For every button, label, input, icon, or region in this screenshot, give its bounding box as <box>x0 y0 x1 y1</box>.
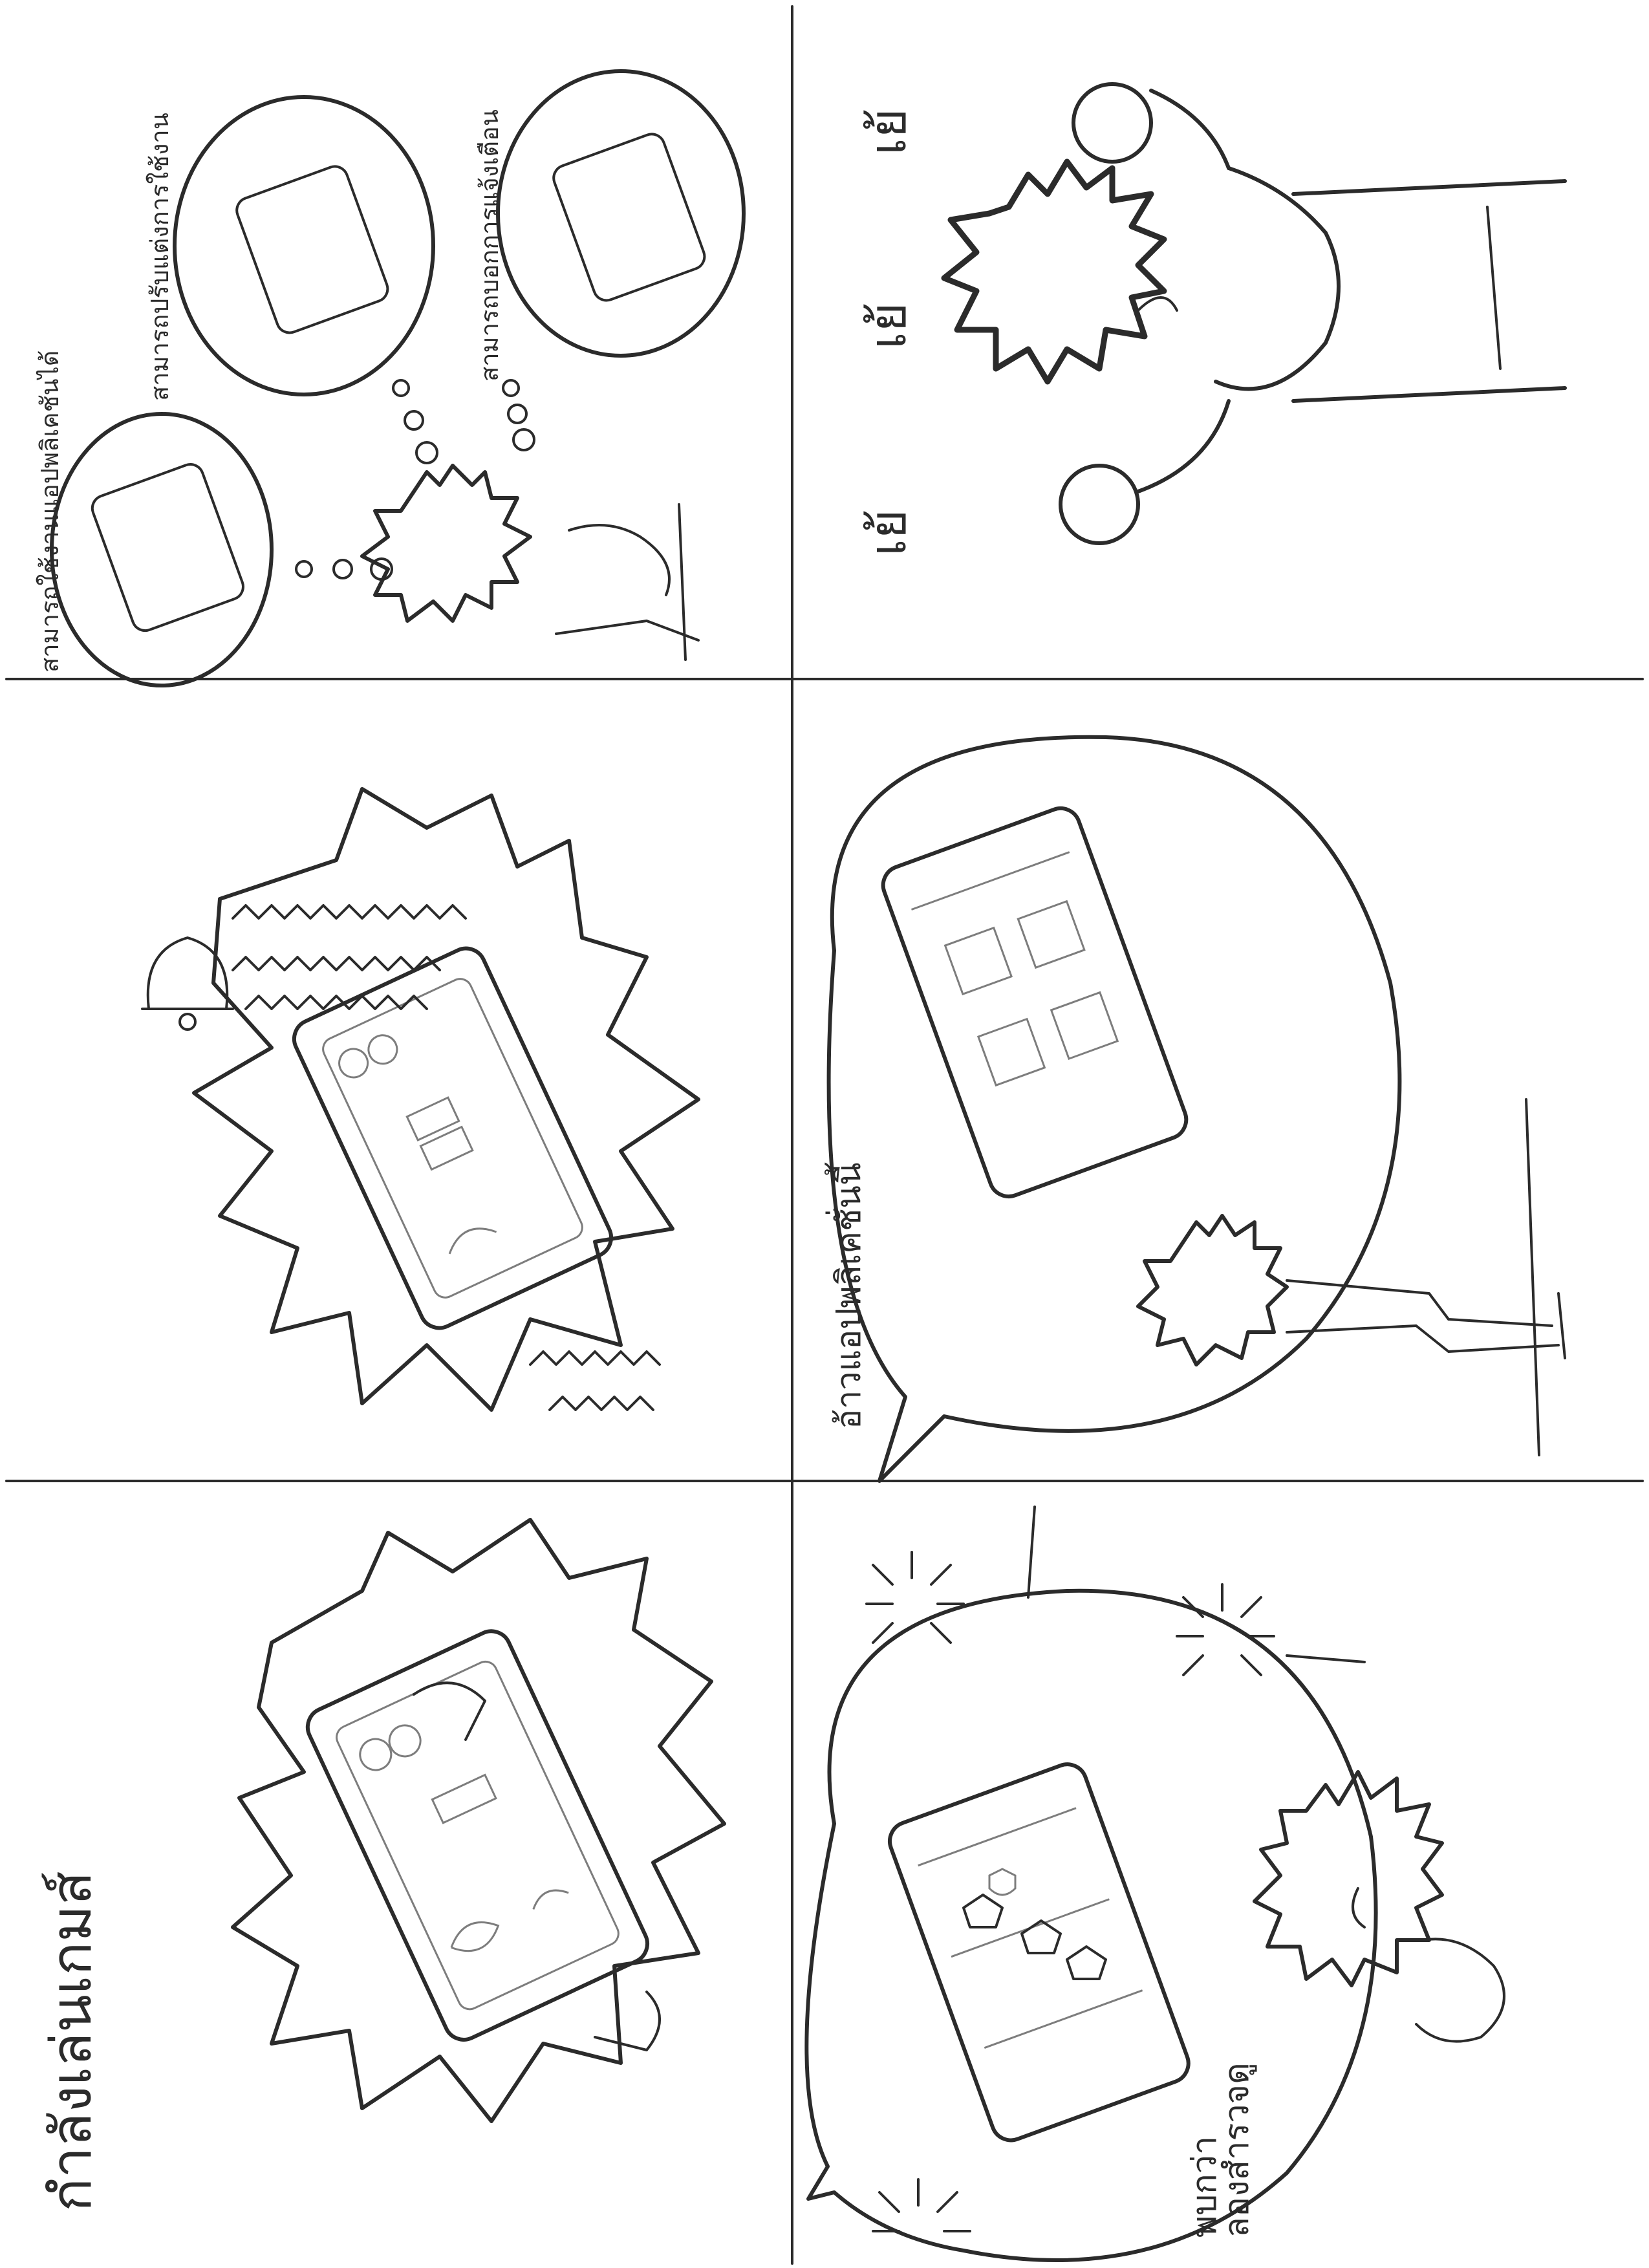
game-console <box>292 946 614 1330</box>
panel-1: กำลังเล่นเกมส์ <box>39 1518 726 2212</box>
p3-caption-line-1: ลองสำรวจดู <box>1218 2062 1257 2238</box>
burst <box>231 1518 726 2123</box>
phone-screen <box>552 133 706 302</box>
phone-screen <box>91 463 244 632</box>
p4-caption: อ้าวแอปพลิเคชั่นนี้ <box>824 1162 868 1429</box>
cheer-text-3: เย้ <box>859 510 918 556</box>
panel-4: อ้าวแอปพลิเคชั่นนี้ <box>824 735 1566 1483</box>
thought-dots <box>295 379 535 581</box>
panel-2 <box>141 787 700 1412</box>
phone-screen <box>888 1762 1191 2143</box>
fireworks <box>865 1506 1366 2232</box>
thought-caption-2: สามารถปรับแต่งการใช้งาน <box>146 113 174 401</box>
panel-grid <box>5 5 1644 2265</box>
cheer-text-2: เย้ <box>859 303 918 349</box>
trophy-icon <box>962 1894 1107 1980</box>
speech-bubble <box>804 1588 1378 2262</box>
thought-bubble-2 <box>173 95 435 396</box>
thought-bubble-1 <box>50 412 274 687</box>
thought-caption-1: สามารถใช้งานแอปพลิเคชันได้ <box>36 351 64 673</box>
thought-bubble-3 <box>496 69 746 358</box>
boy-happy <box>1253 1770 1505 2043</box>
shield-icon <box>988 1868 1017 1896</box>
fist-right <box>1059 464 1140 545</box>
boy-cheering <box>941 82 1567 545</box>
thought-caption-3: สามารถบอกการแจ้งเตือน <box>475 109 504 382</box>
hand-left <box>413 1681 486 1741</box>
p3-caption-line-2: พบกว่า <box>1185 2136 1224 2238</box>
hand-right <box>594 1991 661 2051</box>
speech-bubble <box>826 735 1402 1483</box>
boy-standing <box>1136 1098 1566 1456</box>
phone-screen <box>235 165 389 334</box>
panel-6: เย้ เย้ เย้ <box>859 82 1567 556</box>
fist-left <box>1072 82 1153 164</box>
game-console <box>305 1629 649 2042</box>
burst <box>192 787 700 1412</box>
cheer-text-1: เย้ <box>859 109 918 155</box>
phone-screen <box>881 806 1189 1198</box>
panel-5: สามารถใช้งานแอปพลิเคชันได้ สามารถปรับแต่… <box>36 69 746 687</box>
boy-thinking <box>360 464 700 661</box>
bell-icon <box>141 936 234 1031</box>
storyboard-title: กำลังเล่นเกมส์ <box>39 1871 104 2212</box>
panel-3: ลองสำรวจดู พบกว่า <box>804 1506 1505 2262</box>
vibration-lines <box>232 904 661 1411</box>
